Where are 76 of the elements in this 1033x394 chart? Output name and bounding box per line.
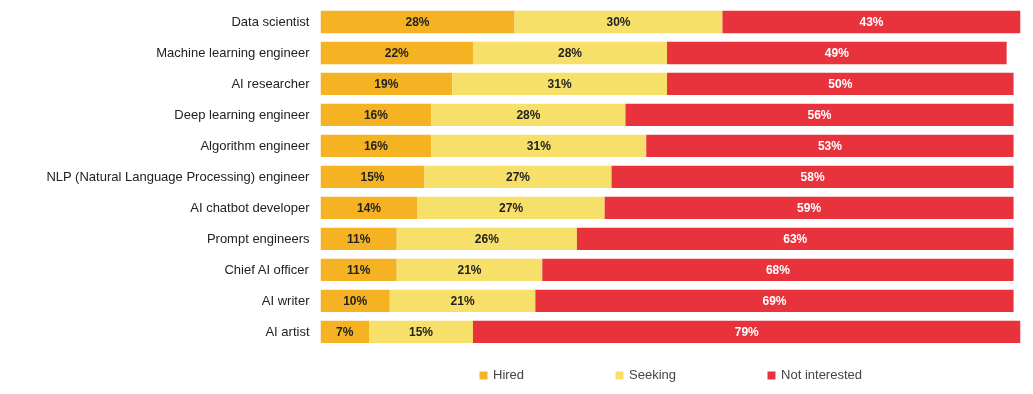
y-tick-label: Deep learning engineer xyxy=(174,107,311,123)
bar xyxy=(320,103,432,127)
bar xyxy=(320,165,425,189)
data-label: 79% xyxy=(734,324,760,339)
y-tick-label: Machine learning engineer xyxy=(156,45,311,61)
data-label: 27% xyxy=(499,200,524,215)
data-label: 28% xyxy=(516,107,541,122)
data-label: 58% xyxy=(800,169,825,184)
data-label: 69% xyxy=(762,293,787,308)
data-label: 26% xyxy=(474,231,500,246)
data-label: 22% xyxy=(384,45,410,60)
data-label: 53% xyxy=(817,138,843,153)
bar xyxy=(320,196,418,220)
data-label: 21% xyxy=(457,262,482,277)
data-label: 7% xyxy=(336,324,354,339)
data-label: 15% xyxy=(408,324,434,339)
bar xyxy=(667,72,1014,96)
bar xyxy=(722,10,1021,34)
data-label: 14% xyxy=(357,200,382,215)
data-label: 28% xyxy=(558,45,583,60)
data-label: 68% xyxy=(765,262,791,277)
bar xyxy=(320,10,515,34)
y-tick-label: AI researcher xyxy=(231,76,311,92)
y-tick-label: Data scientist xyxy=(231,14,310,30)
bar xyxy=(576,227,1014,251)
y-tick-label: Algorithm engineer xyxy=(200,138,311,154)
bar xyxy=(472,41,668,65)
bar xyxy=(514,10,723,34)
data-label: 10% xyxy=(343,293,368,308)
data-label: 11% xyxy=(346,262,371,277)
data-label: 11% xyxy=(346,231,371,246)
bar xyxy=(431,103,626,127)
data-label: 27% xyxy=(506,169,531,184)
bar xyxy=(320,72,453,96)
y-tick-label: NLP (Natural Language Processing) engineer xyxy=(46,169,310,185)
data-label: 31% xyxy=(547,76,572,91)
bar xyxy=(431,134,647,158)
bar xyxy=(424,165,612,189)
y-tick-label: AI artist xyxy=(265,324,310,340)
bar xyxy=(396,258,543,282)
bar xyxy=(604,196,1014,220)
data-label: 43% xyxy=(859,14,884,29)
data-label: 31% xyxy=(526,138,552,153)
data-label: 49% xyxy=(824,45,850,60)
data-label: 50% xyxy=(828,76,853,91)
bar xyxy=(452,72,668,96)
data-label: 56% xyxy=(807,107,832,122)
data-label: 15% xyxy=(360,169,385,184)
data-label: 19% xyxy=(374,76,399,91)
y-tick-label: AI chatbot developer xyxy=(190,200,311,216)
data-label: 59% xyxy=(797,200,822,215)
bar xyxy=(320,134,432,158)
legend-label: Not interested xyxy=(781,367,862,382)
data-label: 16% xyxy=(363,138,389,153)
bar xyxy=(611,165,1014,189)
bar xyxy=(396,227,577,251)
data-label: 16% xyxy=(363,107,389,122)
bar xyxy=(369,320,473,343)
bar xyxy=(646,134,1014,158)
legend-label: Seeking xyxy=(629,367,677,382)
bar xyxy=(472,320,1021,343)
bar xyxy=(667,41,1007,65)
data-label: 21% xyxy=(450,293,475,308)
data-label: 30% xyxy=(606,14,631,29)
bar xyxy=(625,103,1014,127)
y-tick-label: Chief AI officer xyxy=(224,262,310,278)
bar xyxy=(417,196,605,220)
y-tick-label: Prompt engineers xyxy=(206,231,310,247)
legend-label: Hired xyxy=(493,367,525,382)
y-tick-label: AI writer xyxy=(261,293,311,309)
bar xyxy=(535,289,1014,312)
bar xyxy=(389,289,536,312)
bar xyxy=(542,258,1014,282)
data-label: 28% xyxy=(405,14,430,29)
bar xyxy=(320,41,473,65)
data-label: 63% xyxy=(783,231,808,246)
